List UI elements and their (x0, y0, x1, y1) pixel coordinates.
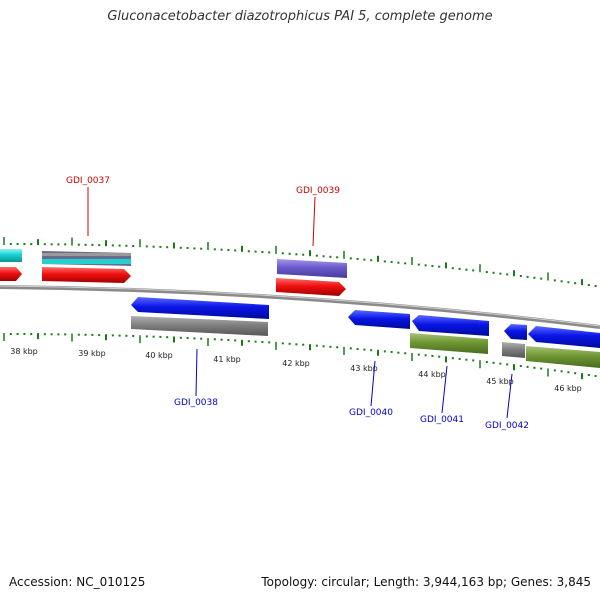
gene-feature-gdi-0039-purple (277, 259, 347, 278)
kbp-label-45: 45 kbp (486, 377, 514, 386)
map-title: Gluconacetobacter diazotrophicus PAI 5, … (107, 9, 493, 24)
upper-tick-row (3, 237, 597, 287)
kbp-label-46: 46 kbp (554, 384, 582, 393)
gene-feature-gdi-0037-stripe-cyan (42, 259, 131, 264)
gene-feature-gdi-0042 (504, 324, 527, 340)
genome-backbone (0, 285, 600, 329)
gene-label-gdi-0037: GDI_0037 (66, 176, 110, 186)
gene-feature-gdi-0037 (42, 267, 131, 283)
lower-tick-row (3, 333, 597, 380)
gene-feature-gdi-0040 (348, 310, 410, 329)
gene-feature-gdi-0038 (131, 297, 269, 319)
gene-feature-green-right (526, 346, 600, 368)
gene-label-gdi-0042: GDI_0042 (485, 421, 529, 431)
callout-line-gdi-0040 (370, 360, 376, 407)
kbp-label-41: 41 kbp (213, 355, 241, 364)
callout-line-gdi-0041 (441, 365, 448, 414)
accession-label: Accession: NC_010125 (9, 575, 146, 589)
gene-feature-blue-right (528, 326, 600, 348)
gene-label-gdi-0040: GDI_0040 (349, 408, 393, 418)
kbp-label-39: 39 kbp (78, 349, 106, 358)
kbp-label-40: 40 kbp (145, 351, 173, 360)
topology-summary: Topology: circular; Length: 3,944,163 bp… (261, 575, 591, 589)
kbp-label-44: 44 kbp (418, 370, 446, 379)
kbp-label-42: 42 kbp (282, 359, 310, 368)
callout-line-gdi-0038 (195, 348, 198, 397)
gene-feature-gdi-0038-gray (131, 316, 268, 336)
gene-feature-gdi-0042-gray (502, 342, 525, 358)
gene-label-gdi-0039: GDI_0039 (296, 186, 340, 196)
gene-feature-gdi-0039 (276, 278, 346, 296)
kbp-label-38: 38 kbp (10, 347, 38, 356)
gene-feature-cyan-left (0, 249, 22, 262)
gene-label-gdi-0041: GDI_0041 (420, 415, 464, 425)
gene-label-gdi-0038: GDI_0038 (174, 398, 218, 408)
callout-line-gdi-0042 (506, 373, 513, 419)
genome-backbone-highlight (0, 285, 600, 327)
gene-feature-red-left (0, 267, 22, 281)
gene-feature-gdi-0041-green (410, 333, 488, 354)
callout-line-gdi-0039 (312, 196, 316, 247)
gene-feature-gdi-0037-stripe-gray (42, 253, 131, 256)
gene-feature-gdi-0041 (412, 315, 489, 336)
kbp-label-43: 43 kbp (350, 364, 378, 373)
